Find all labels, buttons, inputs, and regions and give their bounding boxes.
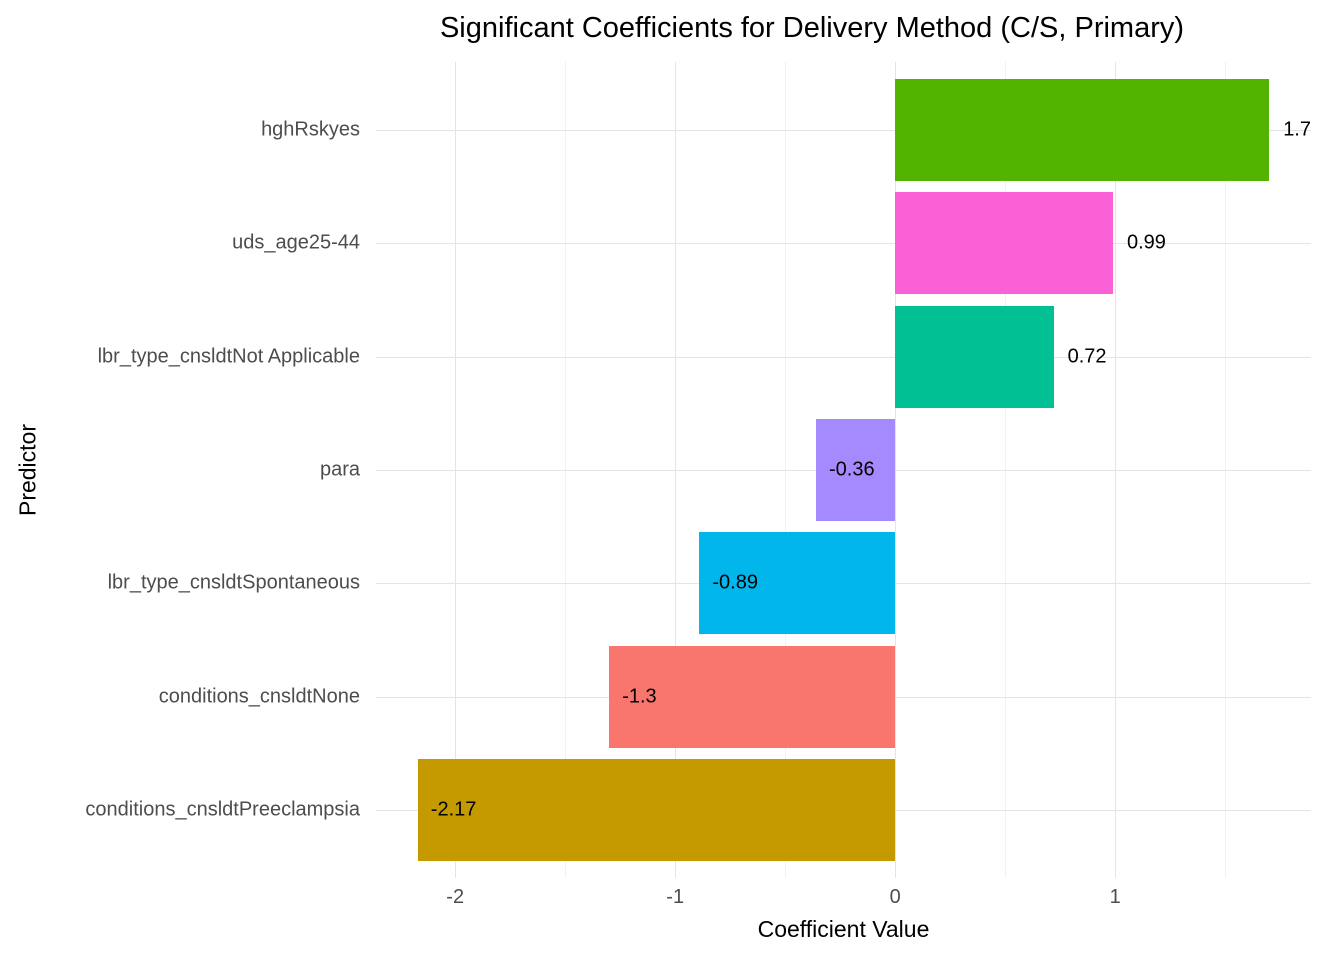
y-tick-label: hghRskyes [261,118,360,141]
category-gridline [376,243,1311,245]
y-axis-tick-labels: hghRskyes uds_age25-44 lbr_type_cnsldtNot … [0,62,360,878]
x-axis-title: Coefficient Value [757,916,930,942]
bar-value-label: -1.3 [622,685,657,708]
y-tick-label: conditions_cnsldtNone [158,685,360,708]
bar-conditions_cnsldtPreeclampsia [417,759,896,861]
bar-value-label: -2.17 [430,798,477,821]
bar-value-label: 0.99 [1127,231,1166,254]
chart-title: Significant Coefficients for Delivery Me… [439,12,1185,44]
category-gridline [376,130,1311,131]
plot-panel: 1.7 0.99 0.72 -0.36 -0.89 -1.3 -2.17 [376,62,1311,878]
y-tick-label: conditions_cnsldtPreeclampsia [85,798,360,821]
x-tick-label: 1 [1109,886,1121,908]
bar-value-label: 0.72 [1067,345,1107,368]
x-tick-label: 0 [889,886,901,908]
bar-value-label: 1.7 [1283,118,1311,141]
bar-para [816,419,896,521]
bar-conditions_cnsldtNone [609,645,896,748]
y-tick-label: lbr_type_cnsldtNot Applicable [97,345,360,368]
x-axis-tick-labels: -2 -1 0 1 [376,878,1311,910]
bar-value-label: -0.89 [712,571,758,594]
bar-value-label: -0.36 [829,458,875,481]
y-tick-label: para [319,458,360,481]
bar-lbr_type_cnsldtNot Applicable [895,305,1054,408]
bar-uds_age25-44 [895,192,1113,295]
category-gridline [376,356,1311,358]
bar-lbr_type_cnsldtSpontaneous [699,532,896,635]
x-tick-label: -2 [446,886,465,908]
bar-hghRskyes [895,79,1270,181]
x-tick-label: -1 [666,886,685,908]
y-tick-label: lbr_type_cnsldtSpontaneous [107,571,360,594]
y-tick-label: uds_age25-44 [232,231,360,254]
